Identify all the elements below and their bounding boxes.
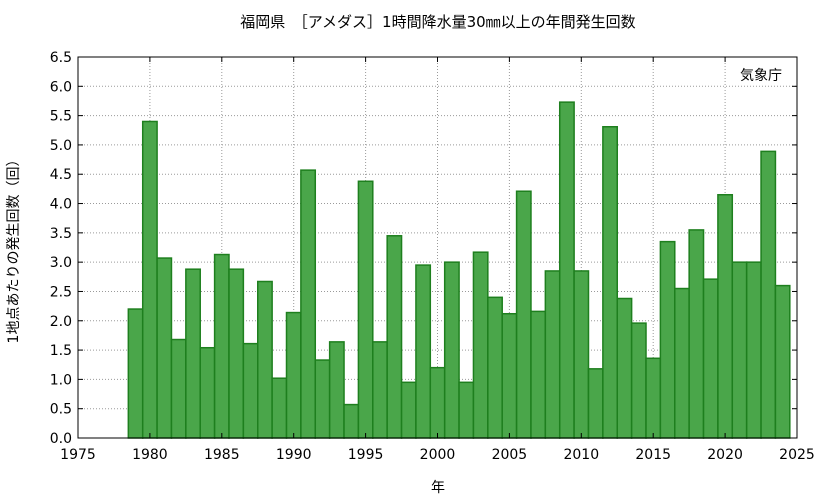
y-tick-label: 6.5 xyxy=(50,50,72,66)
bar xyxy=(472,251,489,439)
bar xyxy=(357,180,374,439)
bar xyxy=(731,261,748,439)
source-annotation: 気象庁 xyxy=(740,68,782,84)
bar xyxy=(141,120,158,439)
bar xyxy=(515,190,532,439)
bar xyxy=(616,297,633,439)
bar xyxy=(558,101,575,439)
bar xyxy=(487,296,503,439)
bar xyxy=(386,235,403,439)
y-tick-label: 0.5 xyxy=(50,402,72,418)
bar xyxy=(213,253,230,439)
bar xyxy=(257,280,273,439)
bar xyxy=(645,357,662,439)
bar xyxy=(544,270,561,439)
x-tick-label: 2000 xyxy=(420,447,456,463)
bar xyxy=(745,261,762,439)
ticks: 0.0 0.5 1.0 1.5 2.0 2.5 3.0 3.5 4.0 4.5 5.0 5.5 6.0 6… xyxy=(50,50,815,463)
x-tick-label: 2020 xyxy=(707,447,743,463)
bar xyxy=(717,193,734,439)
y-tick-label: 3.0 xyxy=(50,255,72,271)
x-tick-label: 2015 xyxy=(635,447,671,463)
x-tick-label: 1985 xyxy=(204,447,240,463)
bar xyxy=(674,287,690,439)
bar xyxy=(285,311,302,439)
bar xyxy=(573,270,590,439)
y-tick-label: 5.0 xyxy=(50,138,72,154)
bar xyxy=(587,368,604,439)
bar xyxy=(170,338,187,439)
bar xyxy=(242,342,259,439)
x-tick-label: 1980 xyxy=(132,447,168,463)
chart-title: 福岡県 ［アメダス］1時間降水量30㎜以上の年間発生回数 xyxy=(240,13,635,31)
y-tick-label: 1.5 xyxy=(50,343,72,359)
bar xyxy=(659,240,676,439)
bar xyxy=(127,308,144,439)
bar xyxy=(314,359,331,439)
bar xyxy=(760,150,777,439)
bar xyxy=(185,268,201,439)
bar xyxy=(415,264,432,439)
y-tick-label: 4.5 xyxy=(50,167,72,183)
bar xyxy=(271,377,288,439)
bar xyxy=(328,341,345,439)
y-axis-label: 1地点あたりの発生回数（回） xyxy=(6,153,22,344)
x-tick-label: 1995 xyxy=(348,447,384,463)
bar xyxy=(501,312,518,439)
bar xyxy=(774,284,791,439)
bar xyxy=(602,126,618,439)
bar xyxy=(702,278,719,439)
bars xyxy=(127,101,791,439)
y-tick-label: 4.0 xyxy=(50,197,72,213)
y-tick-label: 6.0 xyxy=(50,79,72,95)
x-tick-label: 2010 xyxy=(563,447,599,463)
bar xyxy=(199,346,216,439)
y-tick-label: 2.0 xyxy=(50,314,72,330)
x-axis-label: 年 xyxy=(431,480,445,496)
bar xyxy=(688,229,705,439)
bar xyxy=(630,322,647,439)
x-tick-label: 2005 xyxy=(492,447,528,463)
bar xyxy=(372,341,388,439)
grid xyxy=(78,57,797,438)
y-tick-label: 0.0 xyxy=(50,431,72,447)
y-tick-label: 3.5 xyxy=(50,226,72,242)
bar xyxy=(443,261,460,439)
x-tick-label: 1975 xyxy=(60,447,96,463)
bar xyxy=(530,310,547,439)
bar xyxy=(343,403,360,439)
y-tick-label: 1.0 xyxy=(50,372,72,388)
bar xyxy=(458,381,475,439)
x-tick-label: 1990 xyxy=(276,447,312,463)
bar xyxy=(228,268,245,439)
bar xyxy=(400,381,417,439)
bar xyxy=(156,257,173,439)
bar xyxy=(429,366,446,439)
bar xyxy=(300,169,317,439)
x-tick-label: 2025 xyxy=(779,447,815,463)
y-tick-label: 5.5 xyxy=(50,109,72,125)
y-tick-label: 2.5 xyxy=(50,284,72,300)
